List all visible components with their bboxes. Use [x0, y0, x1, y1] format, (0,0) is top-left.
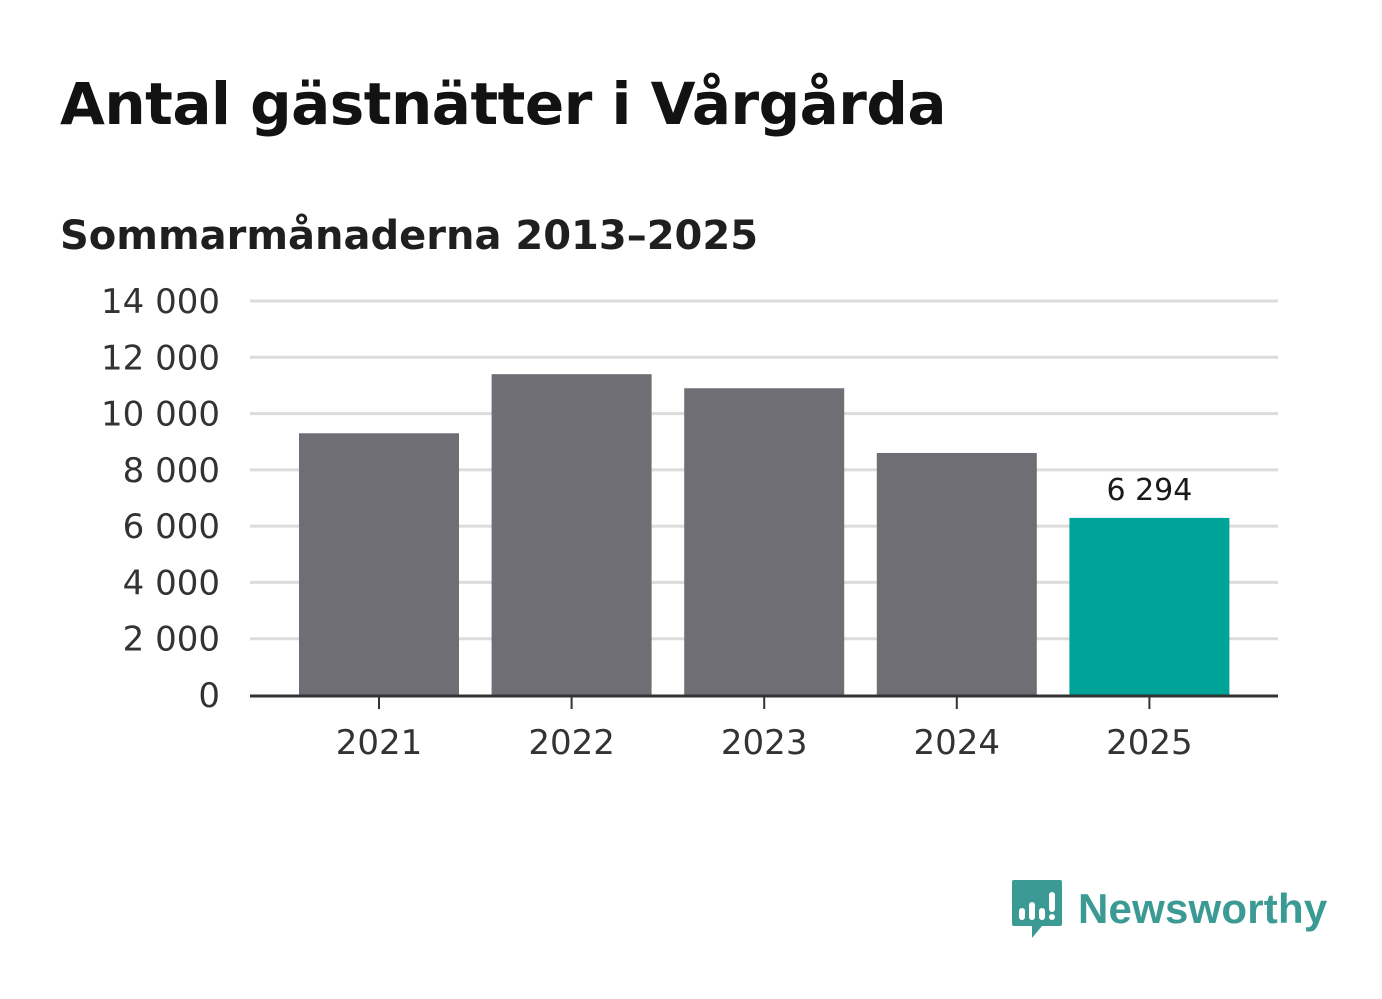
y-tick-label: 12 000	[101, 338, 220, 378]
x-tick-label: 2021	[336, 723, 423, 763]
chart-subtitle: Sommarmånaderna 2013–2025	[60, 213, 759, 259]
y-tick-label: 4 000	[123, 563, 220, 603]
bar-2025	[1069, 517, 1230, 695]
bar-2021	[299, 433, 459, 695]
bars	[299, 374, 1230, 695]
data-label: 6 294	[1106, 473, 1192, 508]
y-tick-label: 0	[198, 676, 220, 716]
x-tick-label: 2024	[914, 723, 1001, 763]
x-tick-label: 2023	[721, 723, 808, 763]
y-tick-label: 14 000	[101, 282, 220, 322]
y-tick-label: 2 000	[123, 620, 220, 660]
chart-title: Antal gästnätter i Vårgårda	[60, 70, 946, 138]
bar-2023	[684, 388, 845, 695]
brand-name: Newsworthy	[1078, 885, 1328, 932]
y-tick-label: 6 000	[123, 507, 220, 547]
y-tick-label: 10 000	[101, 395, 220, 435]
axes	[250, 694, 1278, 709]
x-tick-label: 2022	[528, 723, 615, 763]
newsworthy-logo: Newsworthy	[1010, 878, 1327, 940]
bar-2024	[876, 452, 1037, 695]
y-tick-label: 8 000	[123, 451, 220, 491]
bar-2022	[491, 374, 652, 695]
x-tick-label: 2025	[1106, 723, 1193, 763]
labels: 0 2 000 4 000 6 000 8 000 10 000 12 000 14 000 2…	[101, 282, 1193, 763]
bar-chart-speech-bubble-icon	[1012, 880, 1062, 938]
